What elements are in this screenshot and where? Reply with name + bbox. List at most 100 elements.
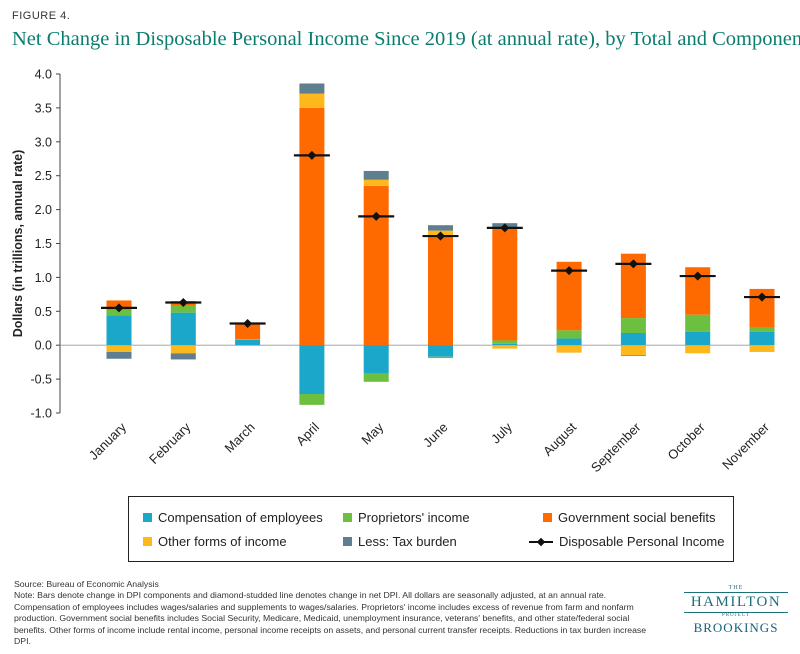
figure-label: FIGURE 4. (12, 10, 71, 22)
x-tick-label-february: February (146, 419, 194, 467)
y-tick-label: 0.0 (35, 339, 52, 353)
bar-segment-other-forms-of-income-july (492, 345, 518, 349)
x-tick-label-september: September (588, 419, 644, 475)
bar-segment-other-forms-of-income-april (299, 93, 325, 108)
legend-item-tax-burden: Less: Tax burden (343, 534, 457, 549)
legend-item-dpi: Disposable Personal Income (529, 534, 724, 549)
legend: Compensation of employees Proprietors' i… (128, 496, 734, 562)
bar-segment-proprietors-income-february (170, 305, 196, 313)
bar-segment-government-social-benefits-june (428, 235, 453, 346)
legend-swatch-compensation (143, 513, 152, 522)
dpi-diamond-march (243, 318, 253, 329)
y-tick-label: 1.0 (35, 271, 52, 285)
bar-segment-less-tax-burden-january (106, 351, 132, 359)
bar-segment-compensation-of-employees-august (556, 338, 582, 346)
bar-segment-compensation-of-employees-may (363, 345, 389, 374)
x-tick-label-march: March (222, 420, 258, 456)
legend-label-proprietors: Proprietors' income (358, 510, 470, 525)
legend-swatch-proprietors (343, 513, 352, 522)
note-text: Note: Bars denote change in DPI componen… (14, 590, 647, 647)
bar-segment-proprietors-income-september (620, 318, 646, 333)
logo-the: THE (728, 585, 744, 591)
y-tick-label: 2.0 (35, 203, 52, 217)
legend-item-other-income: Other forms of income (143, 534, 287, 549)
bar-segment-less-tax-burden-june (428, 225, 453, 231)
y-tick-label: 3.5 (35, 101, 52, 115)
dpi-diamond-april (307, 150, 317, 160)
bar-segment-proprietors-income-april (299, 394, 325, 405)
y-axis-label: Dollars (in trillions, annual rate) (11, 150, 25, 338)
x-tick-label-november: November (719, 419, 772, 472)
x-tick-label-january: January (86, 419, 130, 463)
bar-segment-compensation-of-employees-october (685, 331, 711, 346)
legend-swatch-government (543, 513, 552, 522)
legend-label-compensation: Compensation of employees (158, 510, 323, 525)
hamilton-brookings-logo: THE HAMILTON PROJECT BROOKINGS (684, 585, 788, 636)
bar-segment-government-social-benefits-may (363, 185, 389, 346)
bar-segment-compensation-of-employees-january (106, 315, 132, 346)
legend-swatch-tax-burden (343, 537, 352, 546)
bar-segment-other-forms-of-income-february (170, 345, 196, 354)
legend-label-government: Government social benefits (558, 510, 716, 525)
dpi-diamond-july (500, 223, 510, 233)
bar-segment-proprietors-income-november (749, 327, 775, 332)
bar-segment-proprietors-income-july (492, 340, 518, 344)
x-tick-label-june: June (420, 420, 451, 451)
bar-segment-government-social-benefits-july (492, 227, 518, 341)
bar-segment-proprietors-income-august (556, 330, 582, 339)
bar-segment-government-social-benefits-march (235, 323, 261, 340)
bar-segment-proprietors-income-may (363, 373, 389, 382)
bar-segment-compensation-of-employees-june (428, 345, 453, 357)
dpi-diamond-february (178, 297, 188, 308)
legend-label-tax-burden: Less: Tax burden (358, 534, 457, 549)
chart-title: Net Change in Disposable Personal Income… (12, 28, 800, 50)
bar-segment-proprietors-income-march (235, 339, 261, 340)
bar-segment-compensation-of-employees-february (170, 312, 196, 346)
logo-hamilton: HAMILTON (684, 592, 788, 613)
bar-segment-other-forms-of-income-september (620, 345, 646, 356)
legend-item-government: Government social benefits (543, 510, 716, 525)
x-tick-label-august: August (540, 419, 579, 458)
bar-segment-compensation-of-employees-april (299, 345, 325, 395)
y-tick-label: 2.5 (35, 169, 52, 183)
bar-segment-less-tax-burden-february (170, 353, 196, 360)
x-tick-label-may: May (358, 419, 386, 447)
dpi-diamond-august (564, 266, 574, 276)
y-tick-label: 0.5 (35, 305, 52, 319)
bar-segment-proprietors-income-october (685, 314, 711, 332)
bar-segment-other-forms-of-income-october (685, 345, 711, 354)
bar-segment-less-tax-burden-april (299, 83, 325, 94)
legend-label-dpi: Disposable Personal Income (559, 534, 725, 549)
bar-segment-other-forms-of-income-august (556, 345, 582, 353)
bar-segment-other-forms-of-income-january (106, 345, 132, 352)
logo-project: PROJECT (721, 613, 751, 618)
bar-segment-compensation-of-employees-september (620, 332, 646, 346)
y-tick-label: 3.0 (35, 135, 52, 149)
bar-segment-compensation-of-employees-march (235, 339, 261, 346)
x-tick-label-july: July (488, 419, 515, 446)
bar-segment-other-forms-of-income-november (749, 345, 775, 352)
bar-segment-less-tax-burden-may (363, 170, 389, 180)
y-tick-label: 4.0 (35, 68, 52, 82)
legend-label-other-income: Other forms of income (158, 534, 287, 549)
bar-segment-compensation-of-employees-november (749, 331, 775, 346)
legend-swatch-other-income (143, 537, 152, 546)
legend-item-compensation: Compensation of employees (143, 510, 323, 525)
chart: 4.0 3.5 3.0 2.5 2.0 1.5 1.0 0.5 0.0 -0.5 -1.0 Dolla… (11, 68, 780, 475)
bar-segment-proprietors-income-january (106, 309, 132, 316)
dpi-diamond-september (628, 259, 638, 269)
bar-segment-compensation-of-employees-july (492, 343, 518, 346)
chart-notes: Source: Bureau of Economic Analysis Note… (14, 579, 664, 647)
legend-item-proprietors: Proprietors' income (343, 510, 470, 525)
y-tick-label: 1.5 (35, 237, 52, 251)
legend-line-dpi-icon (529, 537, 553, 547)
y-tick-label: -1.0 (30, 407, 52, 421)
x-tick-label-april: April (293, 419, 322, 448)
bar-segment-other-forms-of-income-may (363, 179, 389, 186)
bar-segment-government-social-benefits-april (299, 107, 325, 346)
y-tick-label: -0.5 (30, 373, 52, 387)
bar-segment-less-tax-burden-september (620, 355, 646, 357)
logo-brookings: BROOKINGS (693, 620, 779, 635)
x-tick-label-october: October (665, 419, 709, 463)
bar-segment-proprietors-income-june (428, 356, 453, 359)
